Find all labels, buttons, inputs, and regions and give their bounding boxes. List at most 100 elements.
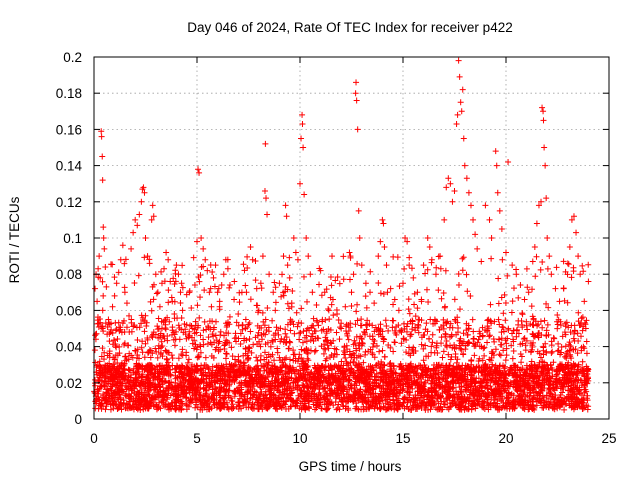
data-point <box>384 386 391 393</box>
data-point <box>228 397 235 404</box>
data-point <box>352 321 359 328</box>
data-point <box>379 347 386 354</box>
data-point <box>273 399 280 406</box>
data-point <box>262 331 269 338</box>
data-point <box>109 377 116 384</box>
data-point <box>351 370 358 377</box>
data-point <box>281 386 288 393</box>
data-point <box>275 396 282 403</box>
data-point <box>401 265 408 272</box>
data-point <box>261 322 268 329</box>
data-point <box>158 318 165 325</box>
data-point <box>212 346 219 353</box>
data-point <box>562 323 569 330</box>
data-point <box>246 399 253 406</box>
data-point <box>173 366 180 373</box>
data-point <box>282 362 289 369</box>
data-point <box>369 333 376 340</box>
data-point <box>218 402 225 409</box>
data-point <box>352 375 359 382</box>
data-point <box>441 369 448 376</box>
data-point <box>126 395 133 402</box>
data-point <box>328 282 335 289</box>
data-point <box>481 352 488 359</box>
data-point <box>537 266 544 273</box>
data-point <box>292 355 299 362</box>
data-point <box>568 394 575 401</box>
data-point <box>304 355 311 362</box>
data-point <box>171 403 178 410</box>
data-point <box>287 403 294 410</box>
data-point <box>130 402 137 409</box>
data-point <box>155 315 162 322</box>
data-point <box>457 379 464 386</box>
data-point <box>219 368 226 375</box>
data-point <box>169 355 176 362</box>
data-point <box>339 399 346 406</box>
data-point <box>485 392 492 399</box>
data-point <box>482 360 489 367</box>
data-point <box>486 333 493 340</box>
data-point <box>439 383 446 390</box>
data-point <box>456 406 463 413</box>
data-point <box>367 268 374 275</box>
data-point <box>242 316 249 323</box>
data-point <box>172 278 179 285</box>
data-point <box>484 392 491 399</box>
data-point <box>496 372 503 379</box>
data-point <box>387 344 394 351</box>
data-point <box>377 290 384 297</box>
data-point <box>375 280 382 287</box>
data-point <box>567 329 574 336</box>
data-point <box>188 362 195 369</box>
data-point <box>561 406 568 413</box>
data-point <box>390 301 397 308</box>
data-point <box>495 300 502 307</box>
data-point <box>298 305 305 312</box>
data-point <box>102 406 109 413</box>
data-point <box>178 351 185 358</box>
data-point <box>346 276 353 283</box>
data-point <box>300 371 307 378</box>
data-point <box>316 395 323 402</box>
data-point <box>354 301 361 308</box>
data-point <box>345 378 352 385</box>
data-point <box>319 318 326 325</box>
data-point <box>337 324 344 331</box>
data-point <box>300 375 307 382</box>
data-point <box>498 385 505 392</box>
data-point <box>453 359 460 366</box>
data-point <box>213 337 220 344</box>
data-point <box>560 258 567 265</box>
data-point <box>529 286 536 293</box>
data-point <box>455 270 462 277</box>
data-point <box>463 320 470 327</box>
data-point <box>564 271 571 278</box>
data-point <box>96 397 103 404</box>
data-point <box>423 320 430 327</box>
data-point <box>138 373 145 380</box>
data-point <box>196 396 203 403</box>
data-point <box>181 382 188 389</box>
data-point <box>160 388 167 395</box>
data-point <box>195 380 202 387</box>
data-point <box>167 405 174 412</box>
data-point <box>569 364 576 371</box>
data-point <box>245 404 252 411</box>
data-point <box>442 303 449 310</box>
data-point <box>286 254 293 261</box>
data-point <box>327 326 334 333</box>
data-point <box>451 296 458 303</box>
data-point <box>580 367 587 374</box>
data-point <box>363 388 370 395</box>
data-point <box>400 372 407 379</box>
data-point <box>150 296 157 303</box>
data-point <box>412 392 419 399</box>
data-point <box>196 353 203 360</box>
data-point <box>436 326 443 333</box>
data-point <box>166 363 173 370</box>
data-point <box>358 364 365 371</box>
data-point <box>329 253 336 260</box>
data-point <box>442 267 449 274</box>
data-point <box>229 401 236 408</box>
